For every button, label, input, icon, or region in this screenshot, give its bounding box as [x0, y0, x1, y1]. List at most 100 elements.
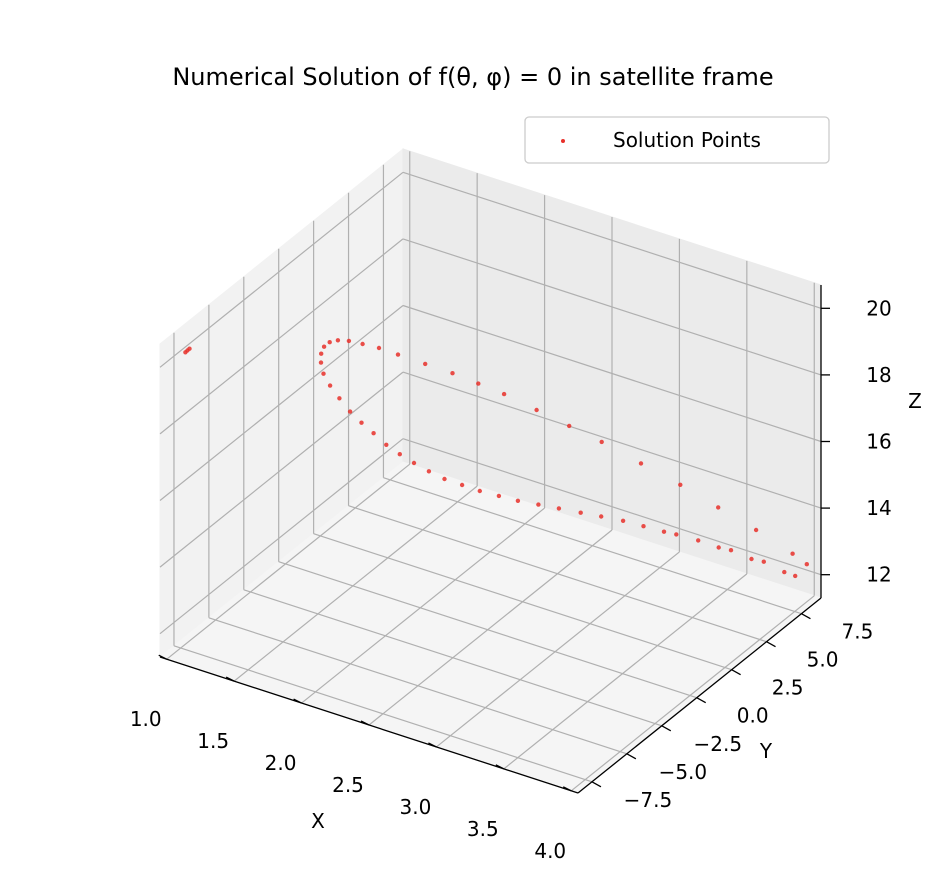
- z-gridline-back: [402, 371, 822, 509]
- solution-point: [347, 409, 353, 414]
- data-points: [183, 338, 809, 579]
- y-axis-line: [577, 597, 822, 794]
- z-gridline-left: [159, 371, 404, 568]
- z-gridline-back: [402, 238, 822, 376]
- legend-marker: [561, 139, 565, 143]
- x-tick-mark: [360, 720, 370, 726]
- y-tick-label: 5.0: [807, 648, 839, 672]
- legend-label: Solution Points: [613, 128, 761, 152]
- x-tick-mark: [293, 698, 302, 704]
- solution-point: [376, 345, 382, 351]
- solution-point: [321, 371, 326, 376]
- y-tick-mark: [801, 613, 811, 620]
- z-tick-label: 12: [866, 563, 891, 587]
- y-tick-label: −5.0: [659, 760, 708, 784]
- solution-point: [321, 344, 327, 349]
- solution-point: [641, 524, 646, 529]
- solution-point: [411, 460, 417, 466]
- y-tick-mark: [626, 753, 637, 760]
- x-tick-label: 2.0: [265, 751, 297, 775]
- y-tick-label: 7.5: [842, 620, 874, 644]
- solution-point: [567, 423, 572, 429]
- chart-title: Numerical Solution of f(θ, φ) = 0 in sat…: [172, 63, 773, 91]
- solution-point: [476, 381, 481, 386]
- solution-point: [620, 518, 626, 523]
- z-tick-label: 16: [866, 430, 891, 454]
- solution-point: [459, 482, 465, 488]
- solution-point: [782, 569, 787, 575]
- solution-point: [790, 551, 795, 556]
- y-tick-mark: [591, 781, 602, 788]
- y-gridline-floor: [313, 533, 732, 671]
- solution-point: [360, 341, 365, 347]
- solution-point: [371, 431, 376, 436]
- solution-point: [319, 351, 324, 356]
- y-gridline-floor: [278, 561, 697, 699]
- z-tick-label: 18: [866, 363, 891, 387]
- solution-point: [423, 361, 428, 367]
- y-tick-mark: [661, 725, 672, 732]
- solution-point: [346, 338, 352, 344]
- solution-point: [327, 340, 332, 345]
- solution-point: [359, 420, 364, 425]
- solution-point: [678, 482, 683, 487]
- y-tick-label: −2.5: [694, 732, 743, 756]
- solution-point: [337, 396, 342, 401]
- y-gridline-floor: [383, 477, 802, 615]
- x-tick-mark: [158, 654, 168, 660]
- x-tick-mark: [562, 786, 572, 792]
- x-gridline-floor: [436, 551, 680, 748]
- x-tick-label: 3.0: [400, 795, 432, 819]
- solution-point: [395, 352, 401, 357]
- solution-point: [661, 529, 667, 534]
- solution-point: [496, 493, 502, 499]
- solution-point: [599, 439, 604, 445]
- z-tick-label: 20: [866, 296, 891, 320]
- gridlines: [159, 151, 822, 792]
- y-gridline-floor: [173, 645, 593, 783]
- z-gridline-back: [402, 171, 822, 309]
- solution-point: [477, 488, 482, 494]
- z-gridline-back: [402, 304, 822, 443]
- y-gridline-floor: [208, 617, 628, 755]
- x-tick-label: 2.5: [332, 773, 364, 797]
- solution-point: [335, 338, 341, 343]
- solution-point: [556, 506, 562, 511]
- x-tick-label: 4.0: [534, 839, 566, 863]
- solution-point: [183, 350, 188, 355]
- x-gridline-floor: [166, 463, 411, 660]
- z-axis-label: Z: [908, 389, 922, 413]
- legend-box: [524, 116, 830, 164]
- x-gridline-floor: [503, 573, 748, 770]
- z-tick-label: 14: [866, 496, 891, 520]
- solution-point: [187, 346, 192, 351]
- solution-point: [534, 407, 539, 413]
- solution-point: [749, 556, 754, 562]
- x-gridline-floor: [368, 529, 613, 726]
- solution-point: [501, 391, 507, 397]
- y-tick-mark: [766, 641, 776, 648]
- z-gridline-left: [159, 238, 404, 435]
- z-gridline-left: [159, 438, 404, 635]
- x-tick-mark: [428, 742, 437, 748]
- y-tick-label: −7.5: [624, 788, 673, 812]
- solution-point: [793, 573, 798, 579]
- solution-point: [426, 469, 432, 474]
- solution-point: [696, 538, 701, 543]
- tick-labels: 1.01.52.02.53.03.54.0−7.5−5.0−2.50.02.55…: [130, 296, 892, 862]
- solution-point: [716, 545, 721, 550]
- solution-point: [674, 532, 679, 537]
- y-tick-label: 2.5: [772, 676, 804, 700]
- solution-point: [716, 505, 721, 510]
- x-tick-mark: [225, 676, 235, 682]
- solution-point: [638, 461, 644, 466]
- y-axis-label: Y: [759, 739, 773, 763]
- solution-point: [327, 383, 333, 388]
- y-tick-mark: [696, 697, 707, 704]
- solution-point: [728, 548, 734, 553]
- solution-point: [397, 452, 402, 457]
- solution-point: [599, 514, 604, 519]
- solution-point: [515, 498, 521, 503]
- x-tick-label: 3.5: [467, 817, 499, 841]
